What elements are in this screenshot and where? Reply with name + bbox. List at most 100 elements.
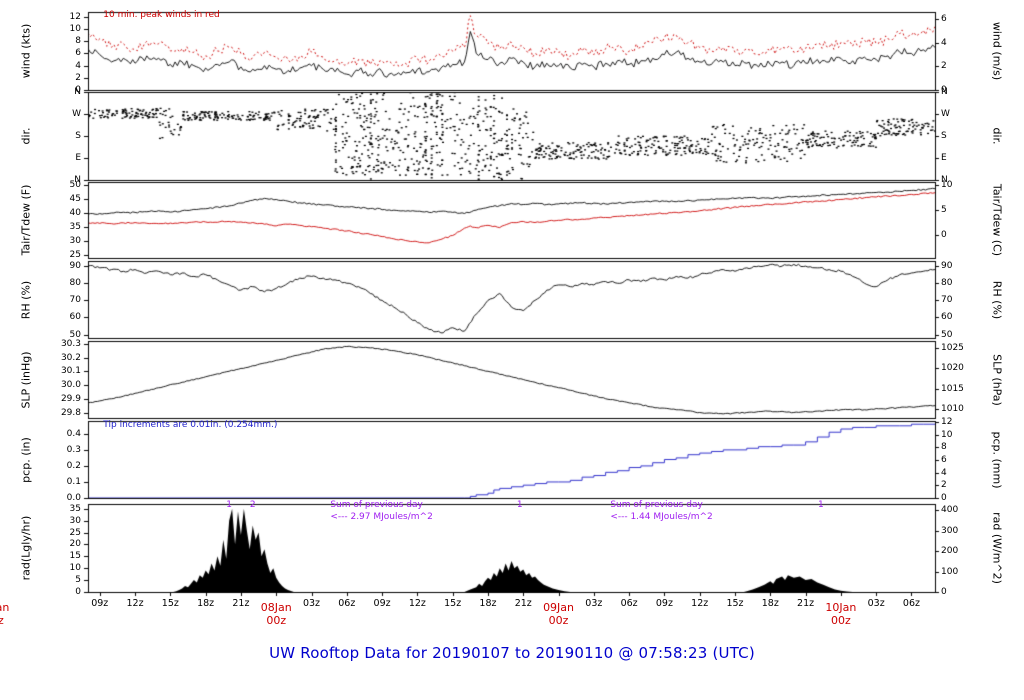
day-label: 08Jan [260,601,292,614]
rh-ytick-left: 70 [69,295,81,305]
dir-ytick-right: E [941,153,947,163]
rh-ytick-left: 90 [69,261,81,271]
dir-ytick-left: E [75,153,81,163]
day-label-z: 00z [548,614,569,627]
x-tick-label: 21z [797,598,815,609]
x-tick-label: 03z [867,598,885,609]
axis-title-right-dir: dir. [990,127,1004,145]
slp-ytick-right: 1010 [941,404,964,414]
axis-title-left-slp: SLP (inHg) [19,350,33,409]
axis-title-left-pcp: pcp. (in) [19,436,33,483]
pcp-ytick-left: 0.1 [66,477,81,487]
x-tick-label: 15z [726,598,744,609]
dir-ytick-left: S [75,131,81,141]
day-label: 09Jan [543,601,575,614]
slp-ytick-left: 30.3 [60,339,81,349]
rad-ytick-left: 35 [69,504,81,514]
annotation: <--- 2.97 MJoules/m^2 [330,512,433,523]
wind-ytick-left: 2 [75,73,81,83]
annotation: 10 min. peak winds in red [103,10,220,21]
wind-ytick-left: 4 [75,61,81,71]
wind-ytick-right: 2 [941,61,947,71]
dir-ytick-right: N [941,87,948,97]
wind-ytick-left: 12 [69,12,81,22]
rh-ytick-left: 80 [69,278,81,288]
x-tick-label: 15z [444,598,462,609]
rad-ytick-right: 100 [941,567,959,577]
temp-ytick-right: 5 [941,205,947,215]
x-tick-label: 12z [126,598,144,609]
rad-ytick-left: 20 [69,539,81,549]
chart-title: UW Rooftop Data for 20190107 to 20190110… [269,644,755,662]
temp-ytick-left: 35 [69,222,81,232]
annotation: 1 [516,499,523,510]
x-tick-label: 09z [91,598,109,609]
temp-ytick-right: 0 [941,230,947,240]
rad-ytick-left: 25 [69,528,81,538]
wind-ytick-left: 0 [75,85,81,95]
day-label: 10Jan [825,601,857,614]
x-tick-label: 18z [761,598,779,609]
slp-ytick-left: 29.8 [60,408,81,418]
x-tick-label: 09z [373,598,391,609]
annotation: Sum of previous day [330,499,423,510]
rh-ytick-right: 70 [941,295,953,305]
wind-ytick-right: 6 [941,14,947,24]
rh-ytick-left: 60 [69,312,81,322]
dir-ytick-right: W [941,109,950,119]
x-tick-label: 15z [161,598,179,609]
pcp-ytick-right: 10 [941,430,953,440]
x-tick-label: 09z [655,598,673,609]
dir-ytick-right: S [941,131,947,141]
rad-ytick-right: 200 [941,546,959,556]
rh-ytick-left: 50 [69,330,81,340]
annotation: 1 [226,499,233,510]
rad-ytick-right: 0 [941,587,947,597]
x-tick-label: 06z [620,598,638,609]
axis-title-right-temp: Tair/Tdew (C) [990,183,1004,257]
day-label: 07Jan [0,601,10,614]
rad-ytick-left: 0 [75,587,81,597]
wind-ytick-right: 4 [941,38,947,48]
slp-ytick-left: 30.0 [60,380,81,390]
slp-ytick-left: 30.2 [60,353,81,363]
temp-ytick-right: 10 [941,180,953,190]
pcp-ytick-right: 0 [941,493,947,503]
rad-ytick-left: 10 [69,563,81,573]
axis-title-right-wind: wind (m/s) [990,21,1004,81]
slp-ytick-left: 29.9 [60,394,81,404]
rh-ytick-right: 80 [941,278,953,288]
rad-ytick-right: 400 [941,505,959,515]
temp-ytick-left: 40 [69,208,81,218]
rh-ytick-right: 90 [941,261,953,271]
temp-ytick-left: 30 [69,236,81,246]
axis-title-right-rh: RH (%) [990,280,1004,319]
rh-ytick-right: 60 [941,312,953,322]
dir-ytick-left: N [74,175,81,185]
annotation: 2 [249,499,256,510]
rh-ytick-right: 50 [941,330,953,340]
annotation: <--- 1.44 MJoules/m^2 [610,512,713,523]
axis-title-left-rh: RH (%) [19,280,33,319]
pcp-ytick-right: 4 [941,468,947,478]
pcp-ytick-right: 8 [941,442,947,452]
wind-ytick-left: 8 [75,36,81,46]
x-tick-label: 12z [691,598,709,609]
x-tick-label: 21z [232,598,250,609]
wind-ytick-left: 6 [75,48,81,58]
temp-ytick-left: 25 [69,250,81,260]
x-tick-label: 03z [302,598,321,609]
axis-title-left-rad: rad(Lgly/hr) [19,515,33,581]
day-label-z: 00z [266,614,287,627]
rad-ytick-left: 5 [75,575,81,585]
annotation: Tip increments are 0.01in. (0.254mm.) [103,420,278,430]
annotation: Sum of previous day [610,499,703,510]
dir-ytick-left: W [72,109,81,119]
pcp-ytick-right: 6 [941,455,947,465]
wind-ytick-left: 10 [69,24,81,34]
pcp-ytick-left: 0.2 [66,461,81,471]
axis-title-right-pcp: pcp. (mm) [990,430,1004,489]
wind-ytick-right: 0 [941,85,947,95]
